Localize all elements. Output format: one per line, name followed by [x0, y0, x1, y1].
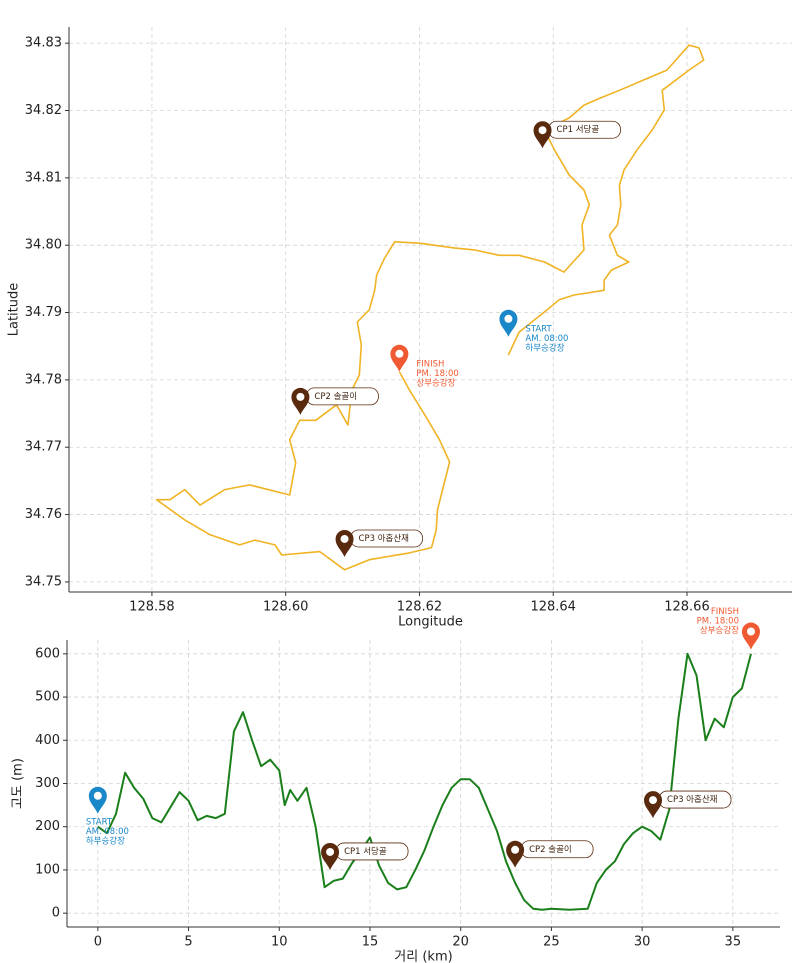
pin-dot — [395, 349, 404, 358]
y-tick-label: 600 — [35, 646, 60, 661]
route-line — [97, 652, 752, 911]
pin — [335, 529, 354, 557]
pin — [741, 622, 760, 650]
pin — [321, 842, 340, 870]
marker: CP3 아홉산재 — [335, 529, 423, 557]
y-axis-label: Latitude — [7, 283, 22, 337]
y-tick-label: 34.76 — [25, 507, 62, 522]
y-tick-label: 34.81 — [25, 170, 62, 185]
pin-dot — [93, 791, 102, 800]
y-tick-label: 500 — [35, 690, 60, 705]
marker-label: CP1 서당골 — [344, 846, 387, 857]
marker-time: PM. 18:00 — [697, 617, 739, 627]
marker-place: 상부승강장 — [416, 377, 455, 388]
pin-dot — [340, 534, 349, 543]
x-tick-label: 128.66 — [664, 600, 710, 615]
pin — [390, 344, 409, 372]
marker-label: FINISH — [416, 359, 444, 369]
x-tick-label: 35 — [725, 935, 742, 950]
pin — [644, 791, 663, 819]
x-tick-label: 10 — [271, 935, 288, 950]
marker: CP1 서당골 — [533, 120, 621, 149]
x-tick-label: 25 — [543, 935, 560, 950]
y-tick-label: 300 — [35, 776, 60, 791]
marker-label: CP2 솔골이 — [314, 391, 357, 402]
pin-dot — [649, 796, 658, 805]
pin-dot — [504, 314, 513, 323]
y-tick-label: 34.78 — [25, 372, 62, 387]
marker: CP1 서당골 — [321, 842, 409, 870]
x-tick-label: 128.62 — [397, 600, 443, 615]
marker-label: CP3 아홉산재 — [667, 794, 717, 805]
marker: CP2 솔골이 — [291, 387, 379, 415]
x-tick-label: 128.58 — [129, 600, 175, 615]
pin — [533, 121, 552, 149]
marker-place: 상부승강장 — [700, 625, 739, 636]
x-tick-label: 20 — [452, 935, 469, 950]
marker-place: 하부승강장 — [86, 835, 125, 846]
pin — [499, 309, 518, 337]
marker-label: START — [525, 324, 552, 334]
pin-dot — [326, 847, 335, 856]
y-tick-label: 100 — [35, 862, 60, 877]
x-tick-label: 0 — [94, 935, 102, 950]
marker-label: START — [86, 817, 113, 827]
route-line — [155, 44, 705, 571]
marker-time: PM. 18:00 — [416, 369, 458, 379]
pin — [506, 840, 525, 868]
x-tick-label: 128.64 — [530, 600, 576, 615]
marker: CP3 아홉산재 — [644, 790, 732, 819]
y-tick-label: 0 — [52, 906, 60, 921]
pin-dot — [511, 845, 520, 854]
pin-dot — [746, 627, 755, 636]
y-tick-label: 34.77 — [25, 440, 62, 455]
x-axis-label: 거리 (km) — [394, 950, 452, 963]
y-tick-label: 34.82 — [25, 103, 62, 118]
x-tick-label: 128.60 — [263, 600, 309, 615]
x-axis-label: Longitude — [398, 615, 463, 630]
x-tick-label: 5 — [184, 935, 192, 950]
y-tick-label: 34.79 — [25, 305, 62, 320]
marker-label: CP3 아홉산재 — [359, 533, 409, 544]
marker-place: 하부승강장 — [525, 342, 564, 353]
y-tick-label: 400 — [35, 733, 60, 748]
pin-dot — [296, 392, 305, 401]
marker-label: FINISH — [711, 607, 739, 617]
marker-label: CP1 서당골 — [557, 124, 600, 135]
y-tick-label: 34.83 — [25, 36, 62, 51]
marker-time: AM. 08:00 — [525, 334, 568, 344]
y-tick-label: 200 — [35, 819, 60, 834]
pin-dot — [538, 126, 547, 135]
pin — [88, 786, 107, 814]
x-tick-label: 15 — [362, 935, 379, 950]
y-axis-label: 고도 (m) — [11, 758, 26, 809]
y-tick-label: 34.75 — [25, 574, 62, 589]
marker-time: AM. 08:00 — [86, 827, 129, 837]
marker-label: CP2 솔골이 — [529, 844, 572, 855]
marker: CP2 솔골이 — [506, 840, 594, 868]
y-tick-label: 34.80 — [25, 238, 62, 253]
x-tick-label: 30 — [634, 935, 651, 950]
pin — [291, 387, 310, 415]
